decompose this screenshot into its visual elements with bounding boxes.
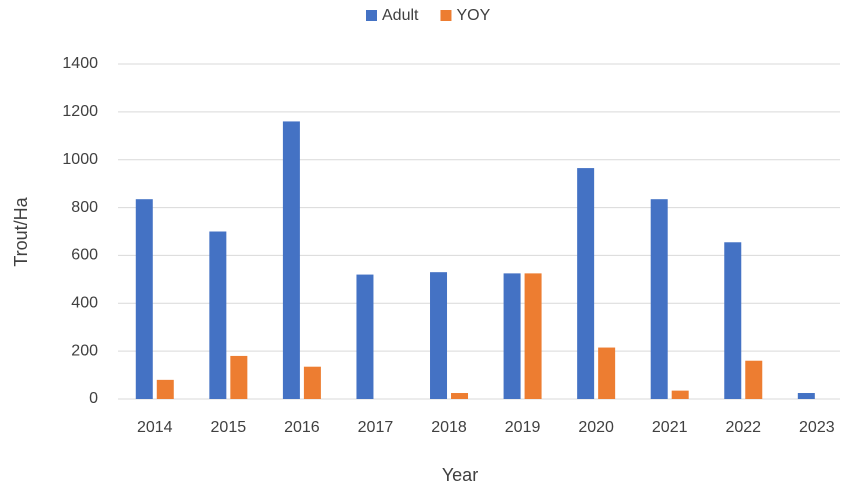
legend-swatch: [366, 10, 377, 21]
y-axis-label: Trout/Ha: [11, 196, 31, 266]
y-tick-label: 600: [71, 247, 98, 264]
bar: [745, 360, 763, 399]
bar: [577, 168, 595, 399]
x-tick-label: 2017: [358, 419, 394, 436]
x-tick-label: 2019: [505, 419, 541, 436]
legend-label: YOY: [456, 7, 490, 24]
x-tick-label: 2015: [211, 419, 247, 436]
bar: [598, 347, 616, 399]
bar: [135, 199, 153, 399]
x-tick-label: 2021: [652, 419, 688, 436]
bar: [451, 393, 469, 399]
x-tick-label: 2023: [799, 419, 835, 436]
x-tick-label: 2014: [137, 419, 173, 436]
bar: [650, 199, 668, 399]
bar: [282, 121, 300, 399]
y-tick-label: 1000: [62, 151, 98, 168]
bar: [797, 393, 815, 399]
legend-label: Adult: [382, 7, 419, 24]
y-tick-label: 1200: [62, 103, 98, 120]
legend-swatch: [440, 10, 452, 21]
y-tick-label: 0: [89, 390, 98, 407]
bar: [524, 273, 542, 399]
y-tick-label: 400: [71, 295, 98, 312]
x-tick-label: 2020: [578, 419, 614, 436]
bar: [303, 366, 321, 399]
x-tick-label: 2016: [284, 419, 320, 436]
x-tick-label: 2022: [725, 419, 761, 436]
bar: [671, 390, 689, 399]
y-tick-label: 1400: [62, 55, 98, 72]
y-tick-label: 800: [71, 199, 98, 216]
bar: [430, 272, 448, 399]
x-tick-label: 2018: [431, 419, 467, 436]
bar: [209, 231, 227, 399]
bar: [356, 274, 374, 399]
y-tick-label: 200: [71, 342, 98, 359]
bar: [724, 242, 742, 399]
bar: [503, 273, 521, 399]
bar: [230, 355, 248, 399]
bar: [156, 379, 174, 399]
x-axis-label: Year: [442, 465, 478, 485]
